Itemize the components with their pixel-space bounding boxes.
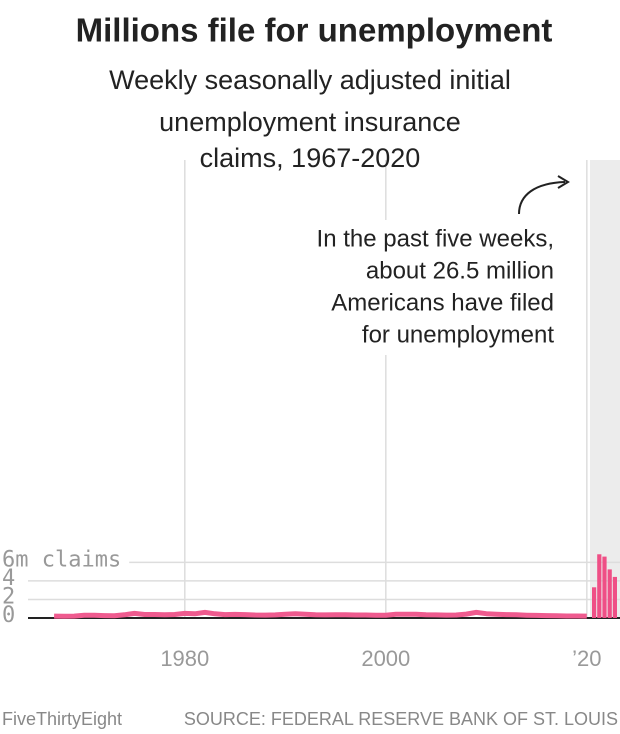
bar [602,556,607,618]
bar [592,587,597,618]
bar [597,554,602,618]
bar [612,576,617,618]
data-line [54,609,587,619]
annotation-arrow [518,181,566,215]
y-tick-label: 4 [2,566,15,591]
subtitle: unemployment insurance [159,107,461,137]
chart-title: Millions file for unemployment [76,12,553,49]
x-tick-label: ’20 [572,646,601,671]
y-tick-label: 6m claims [2,547,121,572]
highlight-region [590,160,620,618]
bar [607,569,612,618]
annotation: about 26.5 million [366,257,554,284]
footer-source: SOURCE: FEDERAL RESERVE BANK OF ST. LOUI… [184,709,618,729]
annotation: for unemployment [362,321,554,348]
subtitle: claims, 1967-2020 [200,143,421,173]
x-tick-label: 1980 [160,646,209,671]
footer-brand: FiveThirtyEight [2,709,122,729]
annotation: In the past five weeks, [317,225,554,252]
y-tick-label: 2 [2,584,15,609]
y-tick-label: 0 [2,603,15,628]
x-tick-label: 2000 [361,646,410,671]
annotation: Americans have filed [331,289,554,316]
arrow-head [557,175,570,189]
subtitle: Weekly seasonally adjusted initial [109,65,511,95]
annotation-bg [255,220,560,355]
